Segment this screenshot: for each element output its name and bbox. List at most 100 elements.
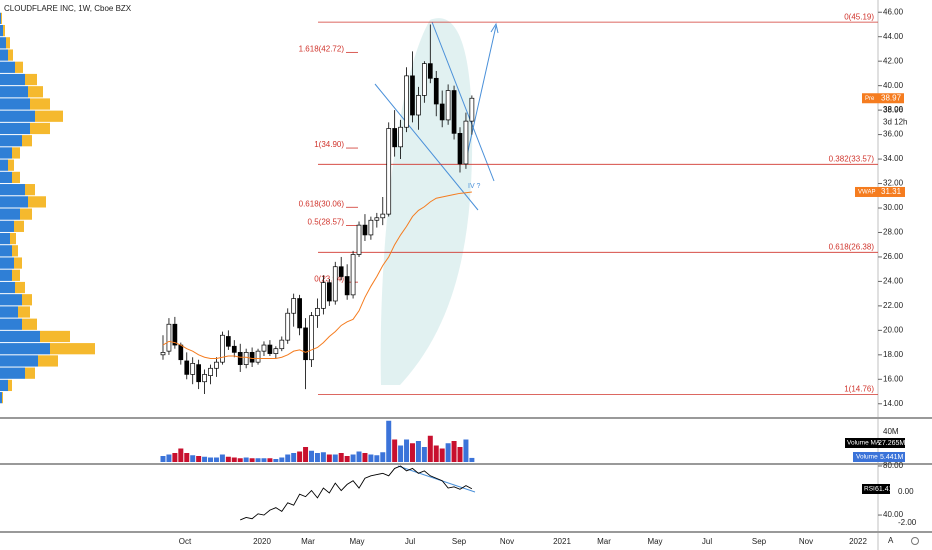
trendline — [431, 21, 495, 182]
profile-down-bar — [10, 232, 16, 245]
x-tick-label: Sep — [452, 537, 467, 546]
candle-body — [190, 363, 196, 375]
candle-body — [261, 344, 267, 352]
x-tick-label: Nov — [799, 537, 813, 546]
candle-body — [273, 348, 279, 354]
candle-body — [416, 95, 421, 116]
volume-bar — [469, 457, 475, 462]
candle-body — [457, 133, 463, 165]
candle-body — [451, 90, 457, 134]
countdown-time: 3d 12h — [883, 117, 907, 126]
candle-body — [202, 374, 207, 383]
fib-label: 0.618(30.06) — [299, 199, 345, 208]
candle-body — [315, 307, 320, 317]
other-tick-label: -2.00 — [898, 518, 917, 527]
x-tick-label: Mar — [597, 537, 611, 546]
candle-body — [285, 312, 291, 341]
volume-bar — [404, 439, 410, 462]
profile-down-bar — [12, 171, 20, 184]
profile-up-bar — [0, 147, 12, 159]
y-tick-label: 22.00 — [883, 301, 904, 310]
auto-scale-button[interactable]: A — [888, 536, 894, 545]
y-tick-label: 26.00 — [883, 252, 904, 261]
volume-bar — [196, 456, 202, 462]
candle-body — [166, 323, 172, 352]
y-tick-label: 44.00 — [883, 32, 904, 41]
candle-body — [160, 352, 166, 356]
profile-up-bar — [0, 355, 38, 367]
candle-body — [350, 254, 356, 296]
profile-down-bar — [3, 24, 5, 37]
x-tick-label: 2022 — [849, 537, 867, 546]
candle-body — [332, 266, 338, 302]
candle-body — [231, 345, 237, 353]
volume-bar — [362, 453, 368, 462]
profile-up-bar — [0, 269, 12, 281]
volume-bar — [166, 454, 172, 462]
profile-down-bar — [15, 281, 25, 294]
candle-body — [427, 63, 433, 79]
volume-bar — [398, 445, 404, 462]
vwap-badge-name: VWAP — [858, 190, 875, 196]
profile-down-bar — [12, 147, 20, 159]
fib-label: 1(14.76) — [844, 385, 874, 394]
x-tick-label: May — [647, 537, 662, 546]
profile-up-bar — [0, 98, 30, 110]
candle-body — [214, 361, 219, 369]
rsi-value: 61.41 — [875, 486, 893, 493]
profile-up-bar — [0, 392, 2, 404]
candle-body — [309, 315, 314, 361]
y-tick-label: 36.00 — [883, 130, 904, 139]
volume-bar — [320, 452, 326, 462]
candle-body — [463, 120, 469, 165]
profile-up-bar — [0, 343, 50, 355]
profile-up-bar — [0, 37, 6, 49]
profile-down-bar — [8, 49, 13, 61]
volume-bar — [374, 455, 380, 462]
profile-down-bar — [14, 220, 24, 232]
candle-body — [291, 298, 297, 314]
profile-down-bar — [30, 122, 50, 135]
other-tick-label: 0.00 — [898, 487, 914, 496]
y-tick-label: 30.00 — [883, 203, 904, 212]
projection-arrow — [465, 22, 499, 161]
candle-body — [469, 97, 475, 122]
profile-up-bar — [0, 159, 8, 171]
candle-body — [237, 352, 243, 365]
volume-bar — [332, 454, 338, 462]
candle-body — [368, 219, 374, 236]
candle-body — [386, 128, 392, 215]
candle-body — [297, 298, 302, 329]
profile-up-bar — [0, 12, 1, 24]
settings-icon[interactable] — [911, 537, 919, 545]
x-tick-label: 2020 — [253, 537, 271, 546]
volume-bar — [433, 445, 439, 462]
volume-bar — [392, 439, 398, 462]
x-tick-label: 2021 — [553, 537, 571, 546]
pre-badge — [862, 93, 904, 104]
y-tick-label: 32.00 — [883, 179, 904, 188]
fib-label: 0.618(26.38) — [829, 242, 875, 251]
profile-down-bar — [12, 245, 18, 257]
volume-bar — [172, 453, 178, 462]
candle-body — [356, 224, 362, 255]
volume-bar — [261, 458, 267, 462]
profile-up-bar — [0, 257, 14, 269]
y-tick-label: 28.00 — [883, 228, 904, 237]
profile-up-bar — [0, 110, 35, 122]
profile-up-bar — [0, 367, 25, 379]
y-tick-label: 18.00 — [883, 350, 904, 359]
volume-bar — [356, 451, 362, 462]
y-tick-label: 14.00 — [883, 399, 904, 408]
candle-body — [398, 126, 403, 148]
x-tick-label: Oct — [179, 537, 192, 546]
profile-up-bar — [0, 73, 25, 86]
y-tick-label: 42.00 — [883, 56, 904, 65]
profile-down-bar — [30, 98, 50, 110]
rsi-name: RSI — [864, 486, 875, 493]
volume-bar — [225, 456, 231, 462]
profile-down-bar — [22, 318, 37, 330]
profile-down-bar — [22, 135, 32, 147]
fib-label: 1(34.90) — [314, 140, 344, 149]
profile-down-bar — [35, 110, 63, 122]
